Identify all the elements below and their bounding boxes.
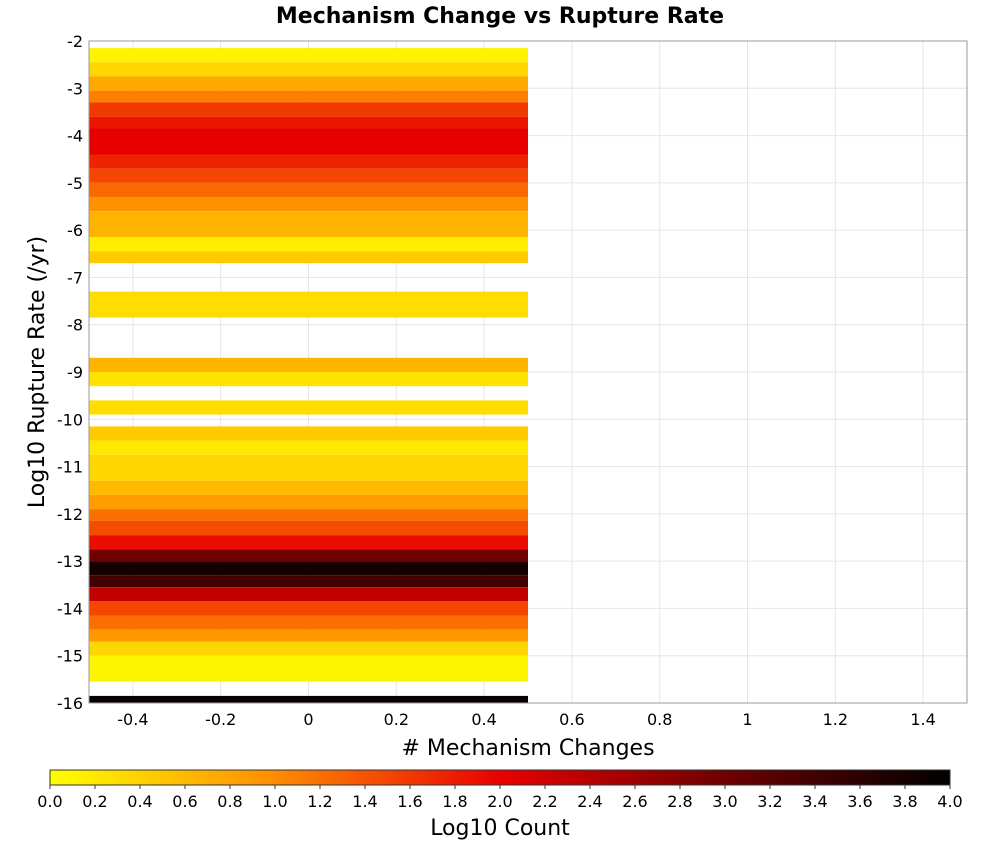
heatmap-cell bbox=[89, 561, 528, 576]
colorbar-tick-label: 0.8 bbox=[217, 792, 242, 811]
heatmap-cell bbox=[89, 182, 528, 198]
colorbar-tick-label: 2.8 bbox=[667, 792, 692, 811]
heatmap-cell bbox=[89, 615, 528, 630]
colorbar-tick-label: 2.4 bbox=[577, 792, 602, 811]
heatmap-cell bbox=[89, 90, 528, 103]
heatmap-cell bbox=[89, 655, 528, 682]
heatmap-cell bbox=[89, 575, 528, 588]
colorbar-tick-label: 1.2 bbox=[307, 792, 332, 811]
heatmap-cell bbox=[89, 509, 528, 521]
y-tick-label: -7 bbox=[67, 268, 83, 287]
colorbar-tick-label: 2.0 bbox=[487, 792, 512, 811]
heatmap-cell bbox=[89, 102, 528, 117]
colorbar bbox=[49, 769, 951, 786]
y-axis-label: Log10 Rupture Rate (/yr) bbox=[25, 236, 50, 508]
heatmap-cell bbox=[89, 587, 528, 602]
y-tick-label: -2 bbox=[67, 32, 83, 51]
heatmap-cell bbox=[89, 291, 528, 318]
colorbar-tick-label: 1.4 bbox=[352, 792, 377, 811]
colorbar-tick-label: 0.0 bbox=[37, 792, 62, 811]
x-axis-ticks: -0.4 -0.2 0 0.2 0.4 0.6 0.8 1 1.2 1.4 bbox=[117, 710, 936, 729]
heatmap-cell bbox=[89, 535, 528, 550]
heatmap-cell bbox=[89, 211, 528, 238]
colorbar-tick-label: 4.0 bbox=[937, 792, 962, 811]
heatmap-cell bbox=[89, 629, 528, 642]
colorbar-tick-label: 1.8 bbox=[442, 792, 467, 811]
colorbar-tick-label: 3.0 bbox=[712, 792, 737, 811]
plot-frame bbox=[88, 40, 968, 704]
x-tick-label: 0.4 bbox=[471, 710, 496, 729]
heatmap-cell bbox=[89, 48, 528, 63]
colorbar-tick-label: 3.6 bbox=[847, 792, 872, 811]
heatmap-cell bbox=[89, 400, 528, 415]
x-tick-label: 0 bbox=[303, 710, 313, 729]
heatmap-cell bbox=[89, 197, 528, 212]
heatmap-cell bbox=[89, 128, 528, 155]
heatmap-cell bbox=[89, 641, 528, 656]
colorbar-tick-label: 2.6 bbox=[622, 792, 647, 811]
y-tick-label: -13 bbox=[57, 552, 83, 571]
heatmap-cell bbox=[89, 154, 528, 169]
colorbar-tick-label: 3.4 bbox=[802, 792, 827, 811]
y-tick-label: -5 bbox=[67, 174, 83, 193]
heatmap-cell bbox=[89, 480, 528, 495]
y-axis-ticks: -2 -3 -4 -5 -6 -7 -8 -9 -10 -11 -12 -13 -14 -15 -16 bbox=[57, 32, 83, 713]
heatmap-cell bbox=[89, 426, 528, 441]
y-tick-label: -15 bbox=[57, 647, 83, 666]
y-tick-label: -8 bbox=[67, 316, 83, 335]
y-tick-label: -9 bbox=[67, 363, 83, 382]
heatmap-cell bbox=[89, 251, 528, 264]
heatmap-cell bbox=[89, 454, 528, 481]
x-tick-label: 1.2 bbox=[823, 710, 848, 729]
y-tick-label: -11 bbox=[57, 458, 83, 477]
heatmap-cell bbox=[89, 168, 528, 183]
heatmap-cell bbox=[89, 440, 528, 455]
heatmap-cell bbox=[89, 695, 528, 703]
x-tick-label: -0.4 bbox=[117, 710, 148, 729]
x-tick-label: 1 bbox=[742, 710, 752, 729]
y-tick-label: -12 bbox=[57, 505, 83, 524]
x-tick-label: -0.2 bbox=[205, 710, 236, 729]
x-tick-label: 0.2 bbox=[384, 710, 409, 729]
chart-title: Mechanism Change vs Rupture Rate bbox=[276, 4, 724, 29]
heatmap-cell bbox=[89, 357, 528, 372]
y-tick-label: -6 bbox=[67, 221, 83, 240]
colorbar-ticks: 0.0 0.2 0.4 0.6 0.8 1.0 1.2 1.4 1.6 1.8 2.0 2.2 2.4 2… bbox=[37, 785, 963, 811]
x-tick-label: 0.8 bbox=[647, 710, 672, 729]
colorbar-label: Log10 Count bbox=[430, 816, 570, 841]
heatmap-cell bbox=[89, 372, 528, 387]
heatmap-cell bbox=[89, 494, 528, 510]
x-tick-label: 0.6 bbox=[559, 710, 584, 729]
heatmap-cell bbox=[89, 62, 528, 77]
colorbar-tick-label: 3.2 bbox=[757, 792, 782, 811]
x-axis-label: # Mechanism Changes bbox=[401, 736, 654, 761]
heatmap-cell bbox=[89, 237, 528, 252]
colorbar-tick-label: 0.4 bbox=[127, 792, 152, 811]
x-tick-label: 1.4 bbox=[910, 710, 935, 729]
colorbar-tick-label: 1.6 bbox=[397, 792, 422, 811]
colorbar-tick-label: 3.8 bbox=[892, 792, 917, 811]
y-tick-label: -10 bbox=[57, 410, 83, 429]
y-tick-label: -14 bbox=[57, 599, 83, 618]
heatmap-cell bbox=[89, 520, 528, 536]
heatmap-cells bbox=[89, 48, 528, 703]
heatmap-cell bbox=[89, 76, 528, 91]
heatmap-cell bbox=[89, 116, 528, 129]
heatmap-cell bbox=[89, 601, 528, 616]
y-tick-label: -4 bbox=[67, 127, 83, 146]
y-tick-label: -16 bbox=[57, 694, 83, 713]
colorbar-tick-label: 2.2 bbox=[532, 792, 557, 811]
colorbar-tick-label: 0.2 bbox=[82, 792, 107, 811]
y-tick-label: -3 bbox=[67, 79, 83, 98]
colorbar-tick-label: 0.6 bbox=[172, 792, 197, 811]
colorbar-tick-label: 1.0 bbox=[262, 792, 287, 811]
heatmap-cell bbox=[89, 549, 528, 562]
